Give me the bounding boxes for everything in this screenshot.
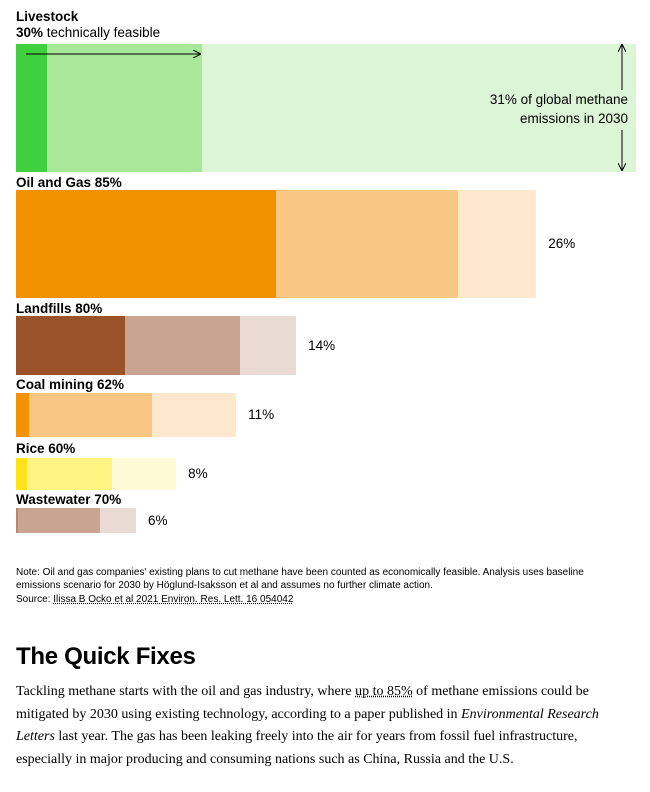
sector-label-livestock: Livestock bbox=[16, 9, 79, 24]
share-label-rice: 8% bbox=[188, 466, 208, 481]
share-label-landfills: 14% bbox=[308, 337, 336, 353]
body-text-3: last year. The gas has been leaking free… bbox=[16, 729, 578, 767]
body-text-1: Tackling methane starts with the oil and… bbox=[16, 684, 356, 699]
source-prefix: Source: bbox=[16, 594, 54, 605]
section-heading: The Quick Fixes bbox=[16, 643, 196, 670]
bar-feasible-rice bbox=[27, 458, 113, 490]
sector-label-landfills: Landfills 80% bbox=[16, 301, 103, 316]
sector-label-oil-and-gas: Oil and Gas 85% bbox=[16, 175, 122, 190]
bar-dark-coal-mining bbox=[16, 393, 30, 437]
bar-remaining-oil-and-gas bbox=[458, 190, 537, 298]
bar-dark-livestock bbox=[16, 44, 47, 172]
bar-remaining-rice bbox=[112, 458, 177, 490]
sector-label-coal-mining: Coal mining 62% bbox=[16, 377, 125, 392]
methane-abatement-chart: Livestock 30% technically feasible 31% of … bbox=[16, 9, 637, 533]
sector-label-wastewater: Wastewater 70% bbox=[16, 492, 122, 507]
share-label-wastewater: 6% bbox=[148, 512, 168, 528]
body-highlight[interactable]: up to 85% bbox=[355, 684, 413, 699]
share-label-livestock: 31% of global methane emissions in 2030 bbox=[489, 92, 628, 126]
bar-feasible-wastewater bbox=[18, 508, 101, 533]
bar-dark-oil-and-gas bbox=[16, 190, 277, 298]
sector-sublabel-livestock: 30% technically feasible bbox=[16, 25, 161, 40]
bar-remaining-landfills bbox=[240, 316, 297, 375]
journal-name: Environmental Research Letters bbox=[16, 706, 599, 745]
share-label-coal-mining: 11% bbox=[248, 407, 275, 422]
bar-feasible-coal-mining bbox=[29, 393, 153, 437]
body-paragraph: Tackling methane starts with the oil and… bbox=[16, 681, 632, 771]
bar-feasible-livestock bbox=[47, 44, 203, 172]
bar-remaining-livestock bbox=[202, 44, 637, 172]
bar-feasible-landfills bbox=[125, 316, 241, 375]
sector-label-rice: Rice 60% bbox=[16, 441, 76, 456]
bar-feasible-oil-and-gas bbox=[276, 190, 459, 298]
feasible-value: 30% bbox=[16, 25, 44, 40]
bar-remaining-coal-mining bbox=[152, 393, 237, 437]
source-link[interactable]: Ilissa B Ocko et al 2021 Environ. Res. L… bbox=[53, 594, 294, 605]
share-label-oil-and-gas: 26% bbox=[548, 236, 576, 251]
body-text-2: of methane emissions could be mitigated … bbox=[16, 684, 589, 722]
chart-note: Note: Oil and gas companies' existing pl… bbox=[16, 567, 584, 591]
bar-dark-rice bbox=[16, 458, 28, 490]
bar-dark-landfills bbox=[16, 316, 126, 375]
chart-source: Source: Ilissa B Ocko et al 2021 Environ… bbox=[16, 593, 293, 606]
bar-remaining-wastewater bbox=[100, 508, 137, 533]
bar-dark-wastewater bbox=[16, 508, 18, 533]
